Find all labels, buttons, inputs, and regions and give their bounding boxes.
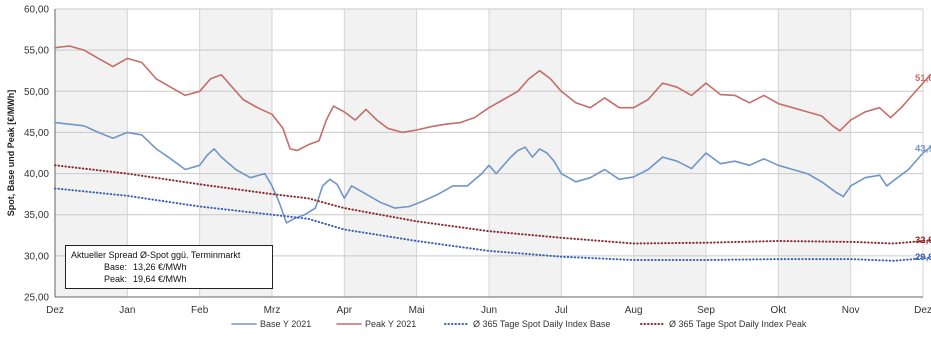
legend-label: Peak Y 2021: [365, 319, 416, 329]
month-band: [778, 9, 851, 297]
month-band: [706, 9, 779, 297]
spread-note-base-value: 13,26 €/MWh: [133, 262, 187, 272]
spread-note-row-peak: Peak: 19,64 €/MWh: [71, 273, 267, 285]
spread-note-row-base: Base: 13,26 €/MWh: [71, 261, 267, 273]
legend-label: Ø 365 Tage Spot Daily Index Peak: [669, 319, 807, 329]
x-tick-label: Jul: [555, 305, 568, 316]
legend-label: Ø 365 Tage Spot Daily Index Base: [473, 319, 610, 329]
month-band: [489, 9, 562, 297]
y-axis-label: Spot, Base und Peak [€/MWh]: [6, 90, 16, 217]
x-tick-label: Nov: [842, 305, 860, 316]
series-line: [54, 121, 931, 224]
x-tick-label: Sep: [697, 305, 715, 316]
series-lines: [54, 45, 931, 262]
spread-note-peak-value: 19,64 €/MWh: [133, 274, 187, 284]
y-tick-label: 60,00: [24, 5, 49, 16]
x-tick-label: Dez: [46, 305, 64, 316]
x-tick-label: Jun: [481, 305, 497, 316]
x-tick-label: Dez: [914, 305, 931, 316]
x-tick-label: Jan: [119, 305, 135, 316]
x-tick-label: Mrz: [264, 305, 281, 316]
legend-label: Base Y 2021: [260, 319, 311, 329]
month-band: [850, 9, 923, 297]
series-line: [54, 187, 931, 262]
spread-note-title: Aktueller Spread Ø-Spot ggü. Terminmarkt: [71, 250, 241, 260]
axes: [54, 9, 923, 298]
end-labels: 43,1 51,6 29,9 32,0: [915, 73, 931, 263]
y-tick-label: 55,00: [24, 46, 49, 57]
end-label: 51,6: [915, 73, 931, 84]
legend: Base Y 2021 Peak Y 2021 Ø 365 Tage Spot Da…: [231, 319, 807, 329]
y-tick-label: 45,00: [24, 128, 49, 139]
y-tick-label: 25,00: [24, 293, 49, 304]
y-tick-label: 50,00: [24, 87, 49, 98]
month-band: [416, 9, 489, 297]
spread-note-box: Aktueller Spread Ø-Spot ggü. Terminmarkt…: [65, 245, 273, 289]
x-tick-label: Aug: [625, 305, 643, 316]
end-label: 43,1: [915, 144, 931, 155]
series-line: [54, 164, 931, 245]
month-band: [272, 9, 345, 297]
month-band: [344, 9, 417, 297]
spread-note-peak-label: Peak:: [103, 274, 127, 284]
series-line: [54, 45, 931, 152]
x-tick-label: Feb: [191, 305, 209, 316]
month-bands: [55, 9, 923, 297]
end-label: 29,9: [915, 252, 931, 263]
x-tick-labels: Dez Jan Feb Mrz Apr Mai Jun Jul Aug Sep Okt Nov Dez: [46, 305, 931, 316]
y-tick-label: 35,00: [24, 210, 49, 221]
y-tick-labels: 25,00 30,00 35,00 40,00 45,00 50,00 55,00 60,00: [24, 5, 49, 304]
month-band: [633, 9, 706, 297]
x-tick-label: Apr: [337, 305, 353, 316]
y-tick-label: 30,00: [24, 251, 49, 262]
y-tick-label: 40,00: [24, 169, 49, 180]
spread-note-base-label: Base:: [103, 262, 127, 272]
x-tick-label: Mai: [409, 305, 425, 316]
end-label: 32,0: [915, 235, 931, 246]
x-tick-label: Okt: [771, 305, 787, 316]
month-band: [561, 9, 634, 297]
